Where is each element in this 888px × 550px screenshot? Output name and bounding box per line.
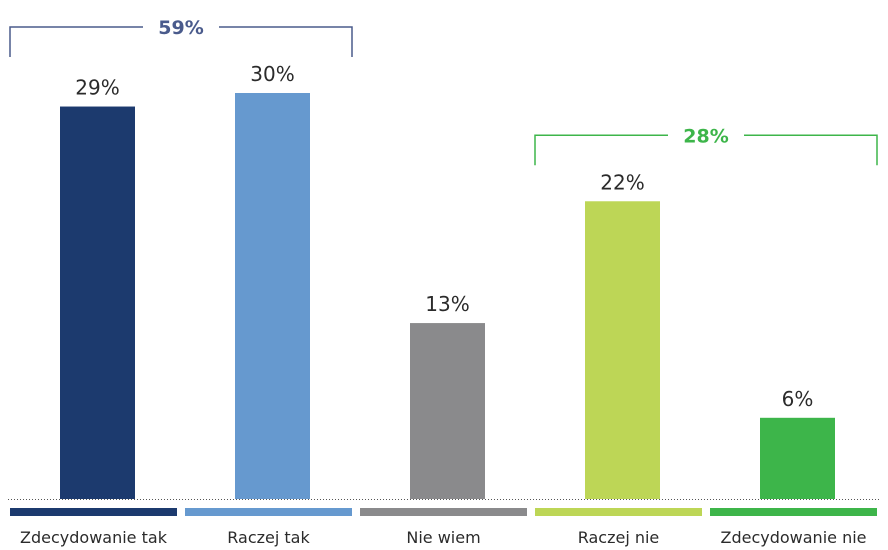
group-label-2: 28% — [683, 125, 728, 147]
value-label-5: 6% — [782, 387, 814, 411]
group-bracket-2 — [534, 134, 878, 166]
bar-5 — [760, 417, 835, 499]
category-label-1: Zdecydowanie tak — [20, 528, 168, 547]
group-bracket-1 — [9, 26, 353, 57]
category-label-2: Raczej tak — [227, 528, 310, 547]
group-label-1: 59% — [158, 17, 203, 39]
value-label-1: 29% — [75, 76, 119, 100]
bar-1 — [60, 106, 135, 500]
bar-3 — [410, 323, 485, 499]
value-label-3: 13% — [425, 292, 469, 316]
value-label-2: 30% — [250, 62, 294, 86]
category-label-5: Zdecydowanie nie — [720, 528, 866, 547]
category-swatch-5 — [710, 508, 877, 516]
category-swatch-2 — [185, 508, 352, 516]
bar-4 — [585, 201, 660, 499]
bar-2 — [235, 93, 310, 499]
category-swatch-3 — [360, 508, 527, 516]
category-swatch-4 — [535, 508, 702, 516]
category-swatch-1 — [10, 508, 177, 516]
value-label-4: 22% — [600, 170, 644, 194]
category-label-3: Nie wiem — [406, 528, 480, 547]
category-label-4: Raczej nie — [578, 528, 660, 547]
